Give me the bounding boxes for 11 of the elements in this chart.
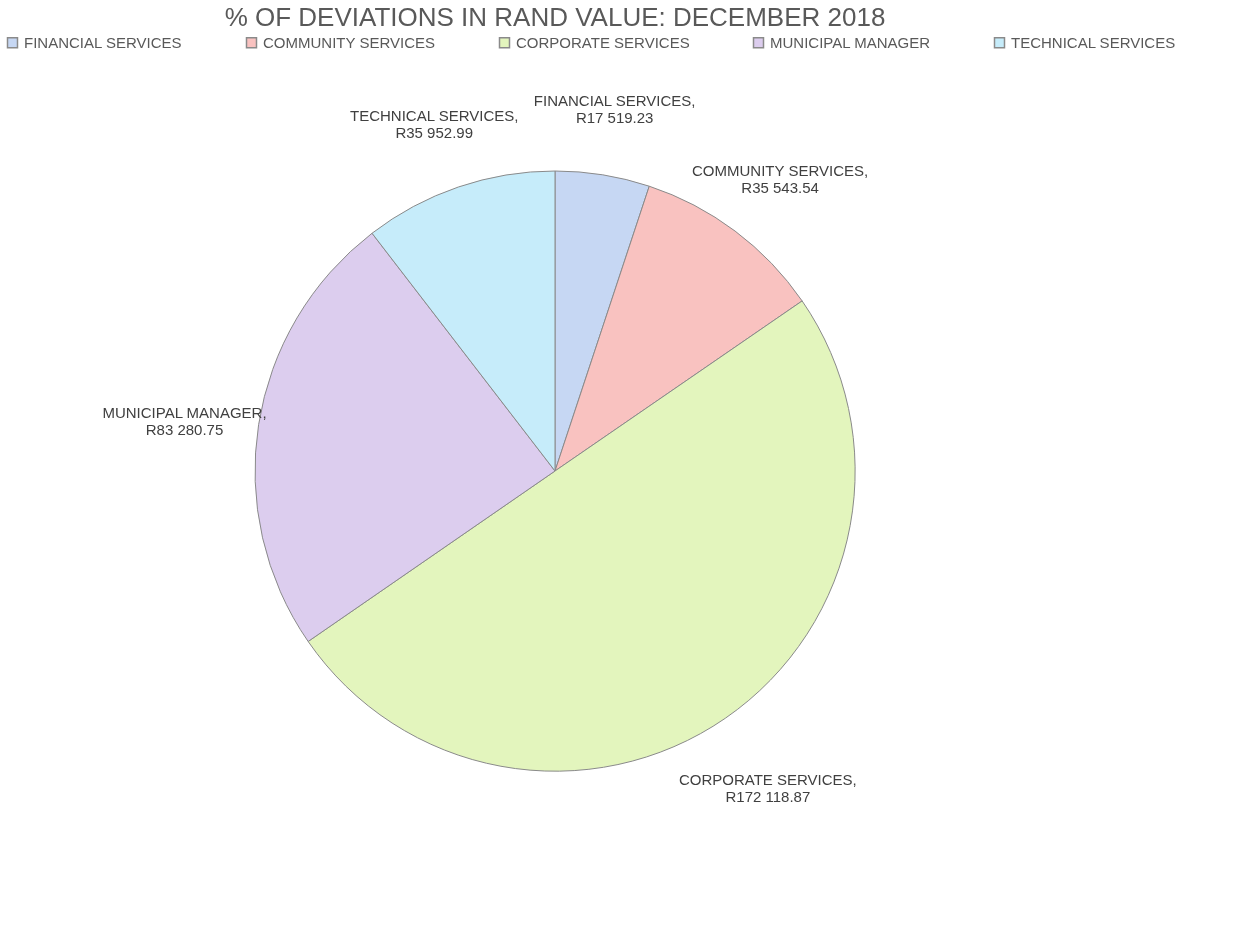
legend-label: CORPORATE SERVICES bbox=[516, 33, 690, 51]
legend-label: MUNICIPAL MANAGER bbox=[770, 33, 931, 51]
legend-label: TECHNICAL SERVICES bbox=[1011, 33, 1176, 51]
data-label: FINANCIAL SERVICES, R17 519.23 bbox=[533, 91, 696, 126]
data-label: COMMUNITY SERVICES, R35 543.54 bbox=[692, 162, 869, 197]
data-label: TECHNICAL SERVICES, R35 952.99 bbox=[350, 106, 519, 141]
legend-label: FINANCIAL SERVICES bbox=[24, 33, 182, 51]
data-label: MUNICIPAL MANAGER, R83 280.75 bbox=[102, 404, 267, 439]
data-label: CORPORATE SERVICES, R172 118.87 bbox=[678, 770, 857, 805]
chart-title: % OF DEVIATIONS IN RAND VALUE: DECEMBER 2018 bbox=[224, 2, 886, 32]
legend-label: COMMUNITY SERVICES bbox=[263, 33, 435, 51]
